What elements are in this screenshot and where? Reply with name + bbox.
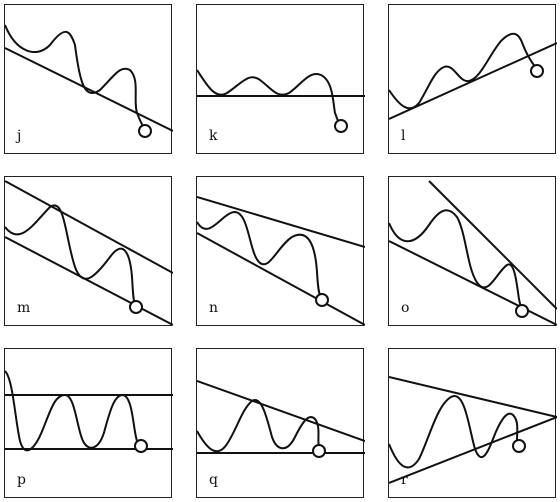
pattern-l-price-curve xyxy=(389,32,536,110)
panel-r-label: r xyxy=(401,472,408,488)
pattern-r-diagram xyxy=(389,376,557,484)
panel-p: p xyxy=(4,348,173,498)
pattern-j-trendline xyxy=(5,47,173,132)
pattern-k-diagram xyxy=(197,69,365,133)
pattern-o-price-curve xyxy=(389,209,523,310)
panel-o-label: o xyxy=(401,300,410,316)
pattern-o-breakout-point xyxy=(515,304,529,318)
pattern-j-breakout-point xyxy=(138,124,152,138)
pattern-p-price-curve xyxy=(5,370,138,452)
panel-l: l xyxy=(388,4,557,154)
pattern-r-ascending-line xyxy=(389,416,557,484)
panel-j-label: j xyxy=(17,128,22,144)
panel-m-label: m xyxy=(17,300,31,316)
pattern-q-descending-line xyxy=(197,380,365,442)
panel-n: n xyxy=(196,176,365,326)
pattern-o-diagram xyxy=(389,180,557,326)
pattern-q-diagram xyxy=(197,380,365,458)
panel-m: m xyxy=(4,176,173,326)
pattern-o-upper-line xyxy=(428,180,557,310)
panel-n-label: n xyxy=(209,300,219,316)
panel-k-label: k xyxy=(209,128,218,144)
panel-q: q xyxy=(196,348,365,498)
pattern-m-breakout-point xyxy=(129,300,143,314)
pattern-m-price-curve xyxy=(5,204,136,306)
panel-r: r xyxy=(388,348,557,498)
panel-p-label: p xyxy=(17,472,26,488)
panel-k: k xyxy=(196,4,365,154)
pattern-m-lower-line xyxy=(5,236,173,326)
pattern-l-diagram xyxy=(389,32,557,120)
pattern-r-price-curve xyxy=(389,395,519,469)
pattern-n-price-curve xyxy=(197,210,322,298)
pattern-p-breakout-point xyxy=(134,439,148,453)
pattern-l-breakout-point xyxy=(530,64,544,78)
panel-j: j xyxy=(4,4,173,154)
pattern-m-upper-line xyxy=(5,180,173,274)
pattern-n-diagram xyxy=(197,196,365,326)
pattern-p-diagram xyxy=(5,370,173,453)
pattern-k-price-curve xyxy=(197,69,341,125)
panel-o: o xyxy=(388,176,557,326)
pattern-j-price-curve xyxy=(5,24,146,130)
pattern-n-lower-line xyxy=(197,232,365,326)
pattern-k-breakout-point xyxy=(334,119,348,133)
pattern-j-diagram xyxy=(5,24,173,138)
pattern-m-diagram xyxy=(5,180,173,326)
pattern-r-breakout-point xyxy=(512,439,526,453)
panel-l-label: l xyxy=(401,128,406,144)
pattern-n-upper-line xyxy=(197,196,365,248)
pattern-q-breakout-point xyxy=(312,444,326,458)
panel-q-label: q xyxy=(209,472,218,488)
pattern-q-price-curve xyxy=(197,399,320,453)
pattern-r-descending-line xyxy=(389,376,557,418)
pattern-n-breakout-point xyxy=(315,293,329,307)
